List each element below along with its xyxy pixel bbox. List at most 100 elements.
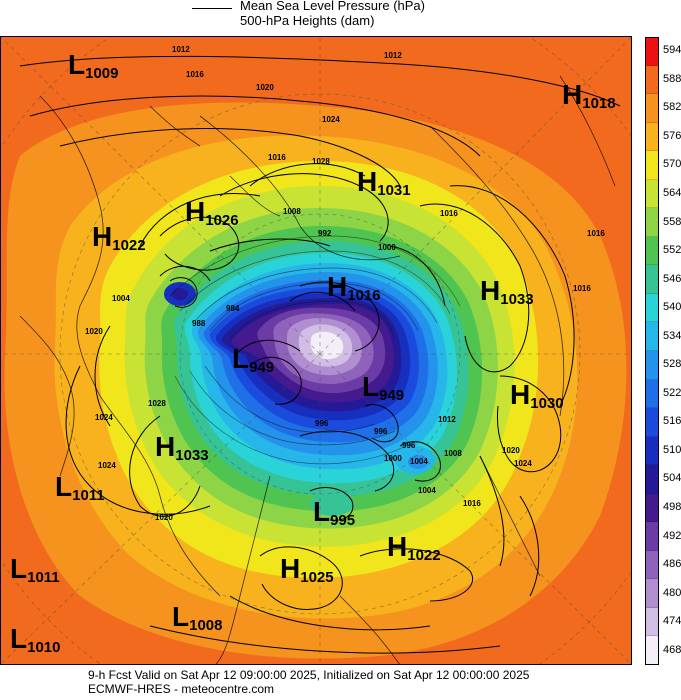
forecast-valid-time: 9-h Fcst Valid on Sat Apr 12 09:00:00 20… (88, 668, 530, 682)
pressure-center-high: H1016 (327, 271, 381, 304)
colorbar-swatch (645, 151, 659, 180)
height-contours (169, 235, 461, 465)
colorbar-tick-label: 534 (663, 329, 681, 342)
colorbar-tick-label: 486 (663, 558, 681, 571)
isobar-label: 1024 (514, 459, 532, 468)
pressure-center-high: H1033 (155, 431, 209, 464)
legend-heights-label: 500-hPa Heights (dam) (240, 13, 375, 28)
low-center-cutoff-south (310, 492, 354, 516)
colorbar-swatch (645, 65, 659, 95)
isobar-label: 1020 (85, 327, 103, 336)
isobar-label: 1012 (384, 51, 402, 60)
pressure-center-high: H1022 (92, 221, 146, 254)
colorbar-tick-label: 552 (663, 244, 681, 257)
grid-graticule (0, 36, 632, 665)
colorbar-swatch (645, 293, 659, 323)
colorbar-tick-label: 576 (663, 129, 681, 142)
colorbar-swatch (645, 436, 659, 466)
colorbar-tick-label: 564 (663, 187, 681, 199)
colorbar-tick-label: 510 (663, 443, 681, 456)
pressure-center-labels: L1009 H1018 H1031 H1026 H1022 H1016 H103… (10, 49, 616, 656)
isobar-label: 1008 (444, 449, 462, 458)
height-colorbar: 594 588 582 576 570 564 558 552 546 540 534 528 522 5… (645, 37, 681, 665)
isobar-label: 1012 (172, 45, 190, 54)
colorbar-tick-label: 540 (663, 301, 681, 314)
colorbar-swatch (645, 122, 659, 152)
pressure-center-high: H1031 (357, 166, 411, 199)
coastlines (19, 75, 616, 665)
map-frame (0, 36, 632, 665)
isobar-label: 1024 (98, 461, 116, 470)
colorbar-tick-label: 582 (663, 101, 681, 114)
colorbar-swatch (645, 550, 659, 580)
pressure-center-high: H1022 (387, 531, 441, 564)
isobar-label: 1016 (268, 153, 286, 162)
isobar-label: 996 (374, 427, 388, 436)
pressure-center-low: L949 (232, 343, 274, 376)
isobar-label: 1000 (384, 454, 402, 463)
colorbar-swatch (645, 37, 659, 66)
isobar-label: 1024 (95, 413, 113, 422)
isobar-label: 996 (315, 419, 329, 428)
colorbar-swatch (645, 351, 659, 380)
colorbar-swatch (645, 322, 659, 351)
isobar-label: 1028 (148, 399, 166, 408)
pressure-center-low: L1010 (10, 623, 60, 656)
pressure-center-low: L1008 (172, 601, 222, 634)
colorbar-swatch (645, 208, 659, 237)
isobar-label: 1016 (573, 284, 591, 293)
isobar-label: 992 (318, 229, 332, 238)
colorbar-swatch (645, 522, 659, 551)
isobar-label: 1028 (312, 157, 330, 166)
colorbar-tick-label: 570 (663, 158, 681, 171)
polar-stereographic-map: L1009 H1018 H1031 H1026 H1022 H1016 H103… (0, 36, 632, 665)
pressure-center-low: L1011 (10, 553, 60, 586)
isobar-label: 988 (192, 319, 206, 328)
colorbar-tick-label: 498 (663, 501, 681, 513)
colorbar-tick-label: 594 (663, 44, 681, 57)
colorbar-tick-label: 588 (663, 72, 681, 85)
legend-line-sample (192, 8, 232, 9)
isobar-label: 1004 (418, 486, 436, 495)
isobar-label: 1016 (463, 499, 481, 508)
colorbar-frame (645, 37, 659, 665)
colorbar-tick-label: 504 (663, 472, 681, 485)
colorbar-tick-label: 558 (663, 215, 681, 228)
isobar-label: 1016 (186, 70, 204, 79)
isobar-label: 1016 (587, 229, 605, 238)
pressure-center-high: H1033 (480, 275, 534, 308)
colorbar-tick-label: 522 (663, 386, 681, 399)
isobar-label: 1004 (410, 457, 428, 466)
pressure-center-high: H1018 (562, 79, 616, 112)
colorbar-tick-label: 468 (663, 643, 681, 656)
colorbar-swatch (645, 607, 659, 637)
pressure-center-high: H1030 (510, 379, 564, 412)
colorbar-tick-label: 528 (663, 358, 681, 371)
pressure-center-low: L1009 (68, 49, 118, 82)
isobar-label: 1020 (155, 513, 173, 522)
isobar-label: 1024 (322, 115, 340, 124)
colorbar-swatch (645, 179, 659, 209)
colorbar-swatch (645, 265, 659, 294)
low-center-cutoff-southeast-core (408, 455, 428, 469)
isobar-label: 996 (402, 441, 416, 450)
isobar-labels: 1012 1016 1020 1024 1028 1012 1016 1020 … (85, 45, 605, 522)
colorbar-swatch (645, 465, 659, 494)
colorbar-tick-label: 492 (663, 529, 681, 542)
colorbar-tick-label: 474 (663, 615, 681, 628)
isobar-label: 984 (226, 304, 240, 313)
colorbar-swatch (645, 236, 659, 266)
colorbar-swatch (645, 579, 659, 608)
colorbar-swatch (645, 408, 659, 437)
pressure-center-low: L1011 (55, 471, 105, 504)
colorbar-tick-label: 480 (663, 586, 681, 599)
pressure-center-high: H1026 (185, 196, 239, 229)
colorbar-swatch (645, 493, 659, 523)
colorbar-swatch (645, 379, 659, 409)
colorbar-swatch (645, 94, 659, 123)
colorbar-tick-label: 546 (663, 272, 681, 285)
mslp-isobars (19, 55, 621, 654)
colorbar-tick-label: 516 (663, 415, 681, 428)
pressure-center-high: H1025 (280, 553, 334, 586)
pressure-center-low: L949 (362, 371, 404, 404)
